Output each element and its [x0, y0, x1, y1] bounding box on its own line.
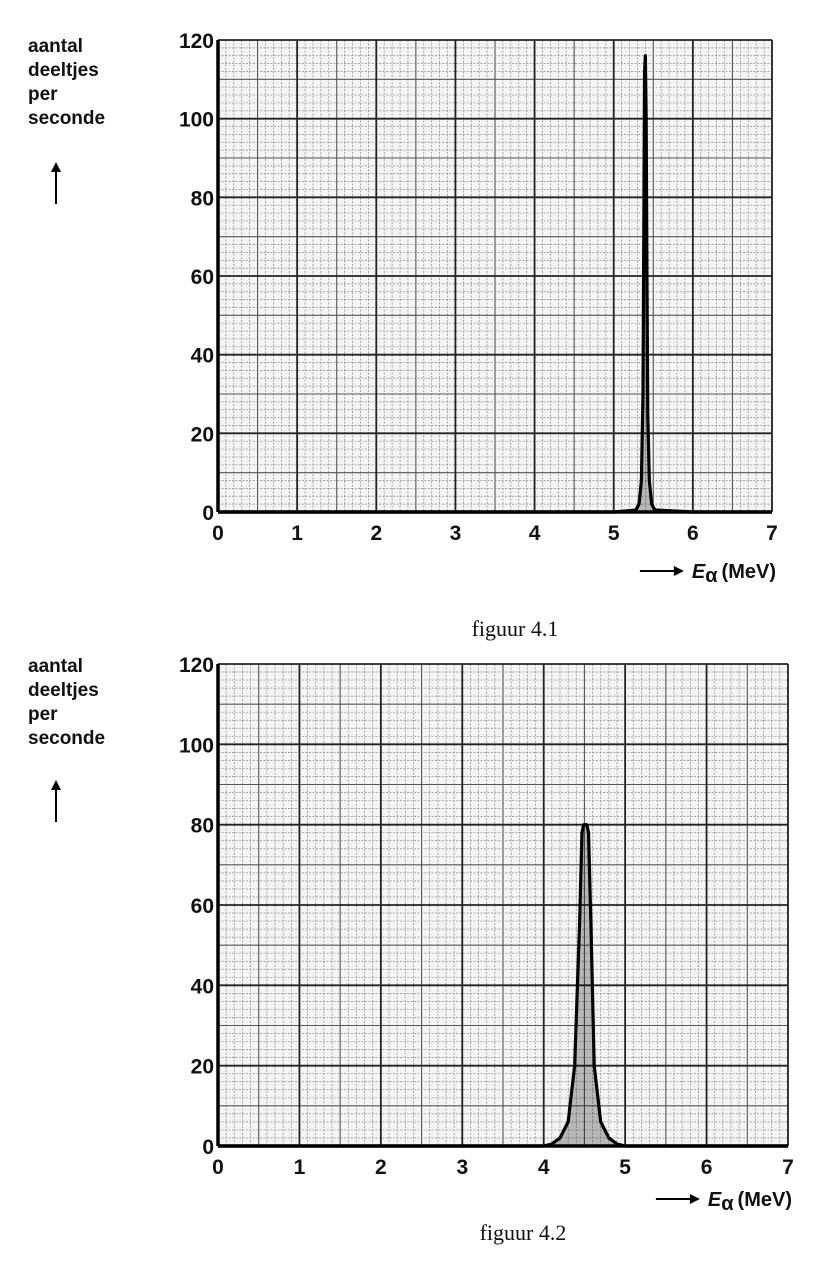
figure-caption: figuur 4.2: [480, 1220, 567, 1245]
chart-figuur-4-2: 0 1 2 3 4 5 6 7 0 20 40 60 80 100 120 aantal deeltjes p…: [28, 654, 794, 1245]
y-axis-label-line: per: [28, 84, 58, 105]
y-axis-label: aantal deeltjes per seconde: [28, 656, 105, 822]
x-axis-symbol: E: [708, 1189, 722, 1211]
y-label-arrow-head: [51, 780, 61, 790]
x-tick-label: 1: [294, 1156, 306, 1179]
x-tick-label: 0: [212, 522, 224, 545]
x-axis-subscript: α: [721, 1193, 734, 1215]
x-tick-label: 7: [782, 1156, 794, 1179]
y-axis-label-line: seconde: [28, 108, 105, 129]
y-tick-label: 60: [191, 266, 214, 289]
x-axis-subscript: α: [705, 565, 718, 587]
y-tick-label: 100: [179, 734, 214, 757]
y-label-arrow-head: [51, 162, 61, 172]
x-tick-label: 5: [619, 1156, 631, 1179]
x-tick-label: 0: [212, 1156, 224, 1179]
y-tick-label: 120: [179, 654, 214, 677]
y-tick-label: 60: [191, 895, 214, 918]
major-grid: [217, 663, 789, 1147]
x-tick-label: 1: [291, 522, 303, 545]
x-tick-label: 6: [701, 1156, 713, 1179]
y-tick-label: 20: [191, 423, 214, 446]
x-tick-label: 2: [375, 1156, 387, 1179]
x-label-arrow-head: [673, 566, 684, 576]
x-tick-label: 2: [370, 522, 382, 545]
y-axis-label-line: per: [28, 704, 58, 725]
figure-caption: figuur 4.1: [472, 616, 559, 641]
x-tick-label: 6: [687, 522, 699, 545]
series-line: [218, 54, 772, 514]
y-axis-label-line: deeltjes: [28, 680, 99, 701]
x-axis-label: (MeV)αE: [655, 1189, 792, 1215]
x-axis-unit: (MeV): [738, 1189, 792, 1211]
y-tick-label: 80: [191, 815, 214, 838]
y-tick-label: 40: [191, 975, 214, 998]
x-label-arrow-head: [689, 1194, 700, 1204]
x-tick-label: 4: [529, 522, 541, 545]
x-tick-label: 7: [766, 522, 778, 545]
y-tick-label: 0: [202, 1136, 214, 1159]
x-tick-labels: 0 1 2 3 4 5 6 7: [212, 522, 778, 545]
y-tick-label: 20: [191, 1056, 214, 1079]
y-axis-label-line: seconde: [28, 728, 105, 749]
x-tick-label: 5: [608, 522, 620, 545]
series-layer: [218, 54, 772, 514]
x-tick-label: 3: [450, 522, 462, 545]
y-axis-label: aantal deeltjes per seconde: [28, 36, 105, 204]
series-line: [218, 823, 788, 1148]
y-tick-label: 100: [179, 109, 214, 132]
series-layer: [218, 823, 788, 1148]
x-axis-unit: (MeV): [722, 561, 776, 583]
y-axis-label-line: aantal: [28, 656, 83, 677]
chart-figuur-4-1: 0 1 2 3 4 5 6 7 0 20 40 60 80 100 120 aantal deeltjes p…: [28, 30, 778, 641]
y-tick-label: 120: [179, 30, 214, 53]
x-axis-symbol: E: [692, 561, 706, 583]
x-tick-label: 3: [456, 1156, 468, 1179]
y-tick-labels: 0 20 40 60 80 100 120: [179, 654, 214, 1159]
y-tick-label: 0: [202, 502, 214, 525]
y-axis-label-line: aantal: [28, 36, 83, 57]
y-tick-label: 40: [191, 345, 214, 368]
x-axis-label: (MeV)αE: [639, 561, 776, 587]
x-tick-label: 4: [538, 1156, 550, 1179]
y-tick-labels: 0 20 40 60 80 100 120: [179, 30, 214, 525]
x-tick-labels: 0 1 2 3 4 5 6 7: [212, 1156, 794, 1179]
y-tick-label: 80: [191, 187, 214, 210]
y-axis-label-line: deeltjes: [28, 60, 99, 81]
